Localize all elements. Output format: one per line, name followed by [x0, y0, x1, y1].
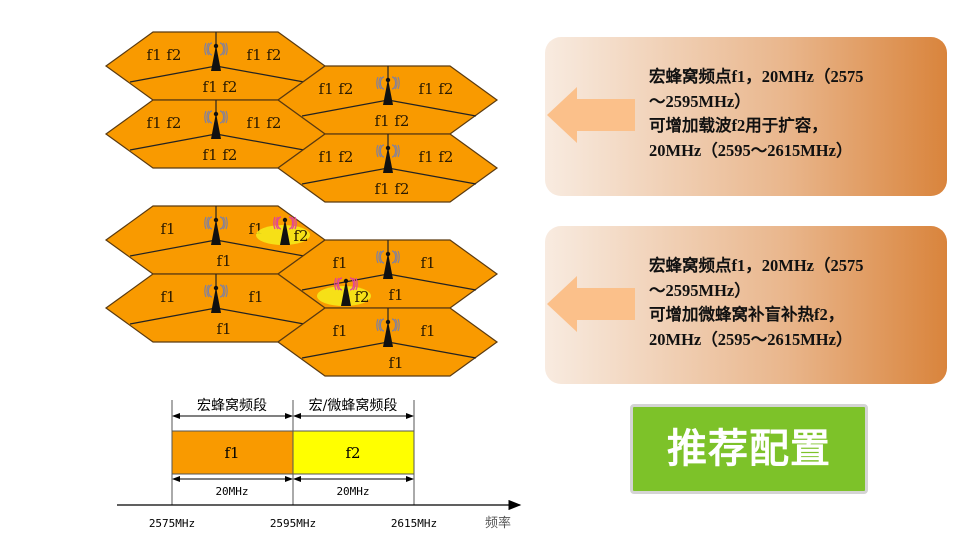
cell-tower-icon: [204, 110, 228, 139]
callout-capacity: 宏蜂窝频点f1，20MHz（2575 ～2595MHz） 可增加载波f2用于扩容…: [545, 37, 947, 196]
sector-label-bottom: f1 f2: [203, 146, 238, 164]
sector-label-right: f1 f2: [247, 114, 282, 132]
sector-label-left: f1: [332, 322, 347, 340]
callout-line: 20MHz（2595～2615MHz）: [649, 140, 853, 160]
arrow-left-icon: [547, 87, 635, 143]
cell-tower-icon: [376, 318, 400, 347]
sector-label-bottom: f1 f2: [375, 180, 410, 198]
macro-band-label: 宏蜂窝频段: [197, 397, 267, 414]
sector-label-left: f1: [332, 254, 347, 272]
tick-label: 2575MHz: [149, 517, 195, 530]
callout-line: 宏蜂窝频点f1，20MHz（2575: [649, 67, 864, 86]
sector-label-right: f1: [420, 254, 435, 272]
callout-line: 20MHz（2595～2615MHz）: [649, 329, 853, 349]
sector-label-bottom: f1: [388, 286, 403, 304]
small-cell-label: f2: [354, 288, 369, 306]
recommend-config-button[interactable]: 推荐配置: [630, 404, 868, 494]
macro-micro-band-label: 宏/微蜂窝频段: [309, 397, 398, 414]
cell-tower-icon: [204, 42, 228, 71]
sector-label-bottom: f1 f2: [375, 112, 410, 130]
callout-hotspot: 宏蜂窝频点f1，20MHz（2575 ～2595MHz） 可增加微蜂窝补盲补热f…: [545, 226, 947, 384]
f1-width-label: 20MHz: [215, 485, 248, 498]
sector-label-left: f1 f2: [147, 114, 182, 132]
cell-tower-icon: [376, 76, 400, 105]
small-cell-tower-icon: [334, 277, 358, 306]
sector-label-right: f1 f2: [247, 46, 282, 64]
band-f2-label: f2: [345, 444, 360, 462]
cell-tower-icon: [204, 284, 228, 313]
small-cell: f2: [256, 216, 310, 245]
sector-label-right: f1: [420, 322, 435, 340]
macro-cell: f1 f2 f1 f2 f1 f2: [276, 65, 499, 135]
macro-cell: f1 f1 f1: [104, 273, 327, 343]
axis-label: 频率: [485, 515, 511, 531]
cell-tower-icon: [376, 250, 400, 279]
small-cell-label: f2: [293, 227, 308, 245]
sector-label-bottom: f1: [388, 354, 403, 372]
tick-label: 2595MHz: [270, 517, 316, 530]
band-f1: [171, 430, 294, 475]
arrow-left-icon: [547, 276, 635, 332]
sector-label-left: f1 f2: [319, 80, 354, 98]
f2-width-label: 20MHz: [336, 485, 369, 498]
tick-label: 2615MHz: [391, 517, 437, 530]
sector-label-right: f1 f2: [419, 148, 454, 166]
sector-label-right: f1: [248, 288, 263, 306]
macro-cell: f1 f2 f1 f2 f1 f2: [276, 133, 499, 203]
macro-cell: f1 f1 f1: [276, 307, 499, 377]
small-cell: f2: [317, 277, 371, 306]
sector-label-right: f1 f2: [419, 80, 454, 98]
cell-tower-icon: [376, 144, 400, 173]
callout-line: 宏蜂窝频点f1，20MHz（2575: [649, 256, 864, 275]
sector-label-left: f1: [160, 288, 175, 306]
macro-cell: f1 f2 f1 f2 f1 f2: [104, 31, 327, 101]
callout-line: 可增加微蜂窝补盲补热f2，: [649, 305, 845, 324]
callout-line: ～2595MHz）: [649, 280, 751, 300]
sector-label-left: f1 f2: [147, 46, 182, 64]
callout-line: 可增加载波f2用于扩容，: [649, 116, 828, 135]
band-f2: [292, 430, 415, 475]
sector-label-bottom: f1 f2: [203, 78, 238, 96]
sector-label-left: f1 f2: [319, 148, 354, 166]
band-plan: 宏蜂窝频段 宏/微蜂窝频段 f1 f2 20MHz 20MHz 2575MHz …: [117, 397, 522, 531]
band-f1-label: f1: [224, 444, 239, 462]
callout-line: ～2595MHz）: [649, 91, 751, 111]
sector-label-bottom: f1: [216, 320, 231, 338]
small-cell-tower-icon: [273, 216, 297, 245]
sector-label-bottom: f1: [216, 252, 231, 270]
sector-label-left: f1: [160, 220, 175, 238]
cell-tower-icon: [204, 216, 228, 245]
